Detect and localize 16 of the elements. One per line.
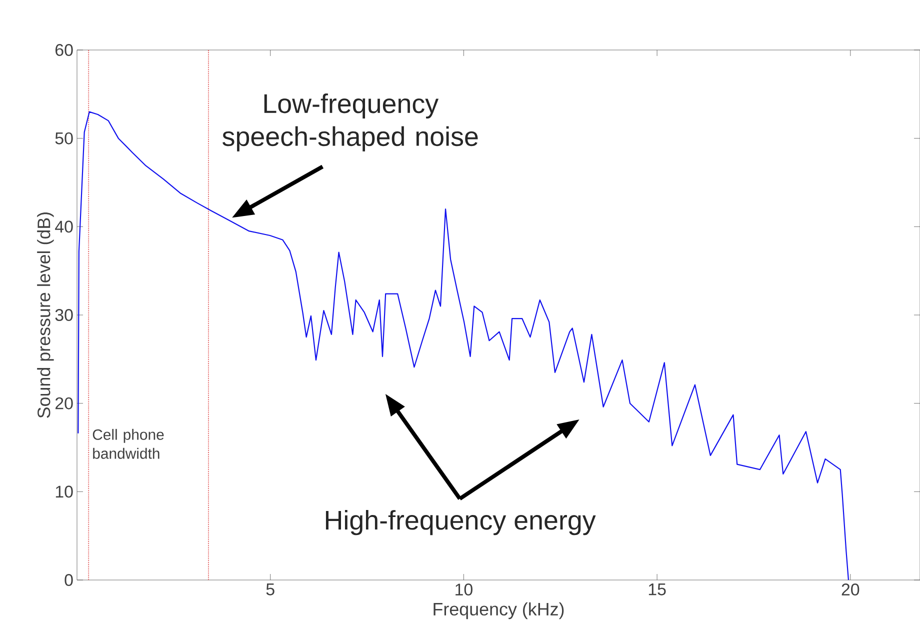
y-tick-label: 40 xyxy=(55,220,73,233)
y-tick-label: 20 xyxy=(56,397,73,410)
x-tick-label: 10 xyxy=(456,584,472,596)
x-axis-title: Frequency (kHz) xyxy=(434,602,564,620)
y-axis-title: Sound pressure level (dB) xyxy=(37,212,54,418)
x-tick-label: 20 xyxy=(842,584,860,596)
y-tick-label: 60 xyxy=(56,44,73,56)
x-tick-label: 15 xyxy=(648,584,666,596)
ref-line-label: Cell phone bandwidth xyxy=(92,428,164,459)
y-tick-label: 30 xyxy=(55,309,73,321)
y-tick-label: 10 xyxy=(56,486,73,498)
annotation: Low-frequency speech-shaped noise xyxy=(222,93,478,152)
y-tick-label: 0 xyxy=(64,574,73,586)
y-tick-label: 50 xyxy=(55,132,73,144)
annotation: High-frequency energy xyxy=(326,510,596,536)
x-tick-label: 5 xyxy=(266,584,274,596)
